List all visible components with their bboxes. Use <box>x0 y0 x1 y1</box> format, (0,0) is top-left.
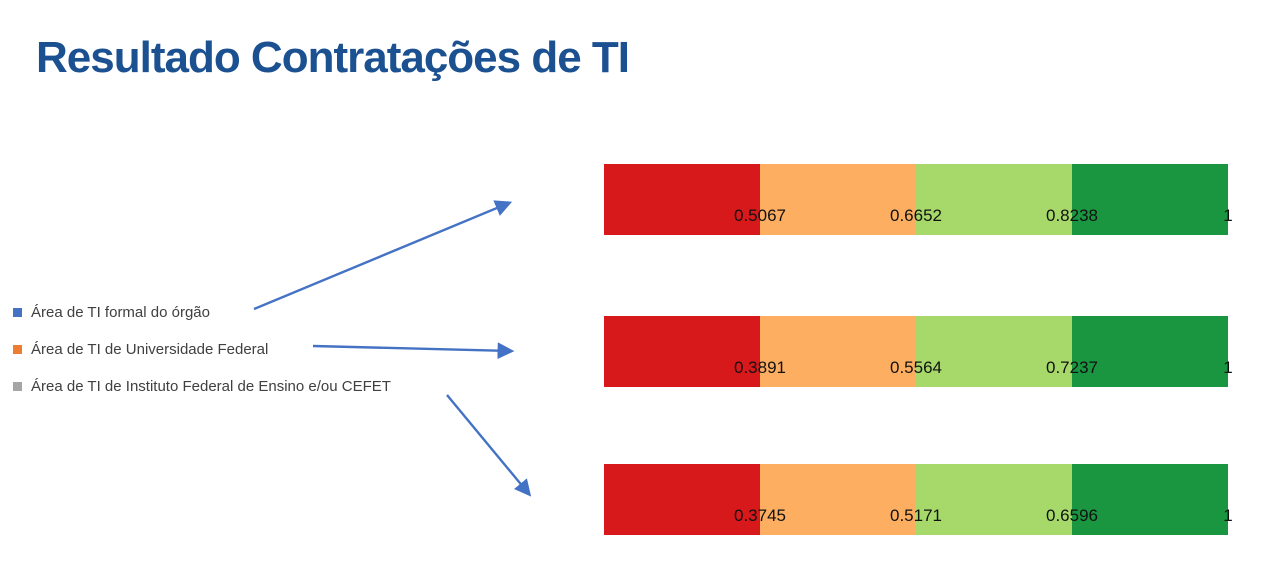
bar-segment-darkgreen <box>1072 464 1228 535</box>
bar-value-label: 0.6652 <box>890 206 942 225</box>
legend: Área de TI formal do órgão Área de TI de… <box>13 301 391 397</box>
bar-value-label: 0.6596 <box>1046 506 1098 525</box>
bar-universidade-federal: 0.3891 0.5564 0.7237 1 <box>604 316 1233 387</box>
bar-value-label: 0.5171 <box>890 506 942 525</box>
bar-value-label: 1 <box>1223 506 1233 525</box>
bar-segment-red <box>604 464 760 535</box>
bar-value-label: 0.5564 <box>890 358 942 377</box>
bar-segment-lightgreen <box>916 164 1072 235</box>
legend-item-universidade-federal: Área de TI de Universidade Federal <box>13 338 391 360</box>
legend-item-label: Área de TI de Universidade Federal <box>31 340 269 358</box>
bar-segment-orange <box>760 164 916 235</box>
connector-arrow-to-bar3 <box>446 394 532 497</box>
legend-item-label: Área de TI de Instituto Federal de Ensin… <box>31 377 391 395</box>
legend-swatch-icon <box>13 381 22 391</box>
bar-value-label: 1 <box>1223 206 1233 225</box>
bar-area-ti-formal: 0.5067 0.6652 0.8238 1 <box>604 164 1233 235</box>
legend-item-instituto-federal-cefet: Área de TI de Instituto Federal de Ensin… <box>13 375 391 397</box>
bar-segment-lightgreen <box>916 316 1072 387</box>
page-title: Resultado Contratações de TI <box>36 33 630 83</box>
legend-item-label: Área de TI formal do órgão <box>31 303 210 321</box>
bar-value-label: 0.7237 <box>1046 358 1098 377</box>
bar-value-label: 0.5067 <box>734 206 786 225</box>
bar-segment-orange <box>760 464 916 535</box>
connector-arrow-to-bar1 <box>253 200 513 311</box>
bar-segment-red <box>604 316 760 387</box>
bar-segment-red <box>604 164 760 235</box>
bar-instituto-federal-cefet: 0.3745 0.5171 0.6596 1 <box>604 464 1233 535</box>
legend-swatch-icon <box>13 344 22 354</box>
bar-segment-lightgreen <box>916 464 1072 535</box>
bar-value-label: 0.8238 <box>1046 206 1098 225</box>
bar-segment-darkgreen <box>1072 316 1228 387</box>
bar-segment-orange <box>760 316 916 387</box>
bar-value-label: 0.3891 <box>734 358 786 377</box>
legend-swatch-icon <box>13 307 22 317</box>
bar-value-label: 0.3745 <box>734 506 786 525</box>
bar-value-label: 1 <box>1223 358 1233 377</box>
bar-segment-darkgreen <box>1072 164 1228 235</box>
legend-item-area-ti-formal: Área de TI formal do órgão <box>13 301 391 323</box>
